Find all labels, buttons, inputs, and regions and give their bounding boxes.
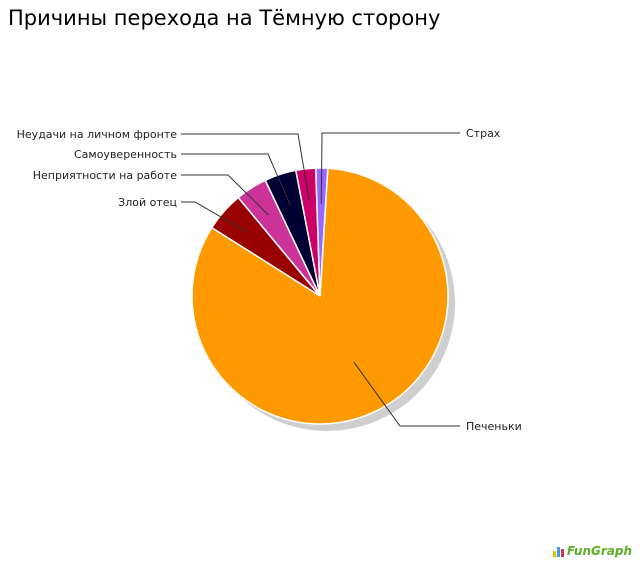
fungraph-bar-2	[556, 547, 560, 557]
label-slice-1: Печеньки	[466, 420, 522, 433]
label-slice-3: Неприятности на работе	[33, 169, 177, 182]
label-slice-2: Злой отец	[118, 196, 177, 209]
fungraph-logo-text: FunGraph	[566, 544, 632, 558]
label-slice-4: Самоуверенность	[74, 148, 177, 161]
leader-line-slice-4	[181, 153, 291, 206]
leader-line-slice-5	[181, 133, 310, 201]
fungraph-bar-3	[560, 549, 564, 557]
label-slice-5: Неудачи на личном фронте	[17, 128, 178, 141]
label-slice-6: Страх	[466, 127, 501, 140]
leader-line-slice-1	[353, 361, 460, 427]
chart-title: Причины перехода на Тёмную сторону	[8, 6, 441, 30]
fungraph-logo: FunGraph	[552, 544, 632, 558]
fungraph-bars-icon	[552, 545, 564, 557]
leader-line-slice-2	[181, 201, 249, 234]
leader-line-slice-3	[181, 174, 269, 216]
fungraph-bar-1	[552, 551, 556, 557]
leader-line-slice-6	[320, 132, 460, 204]
